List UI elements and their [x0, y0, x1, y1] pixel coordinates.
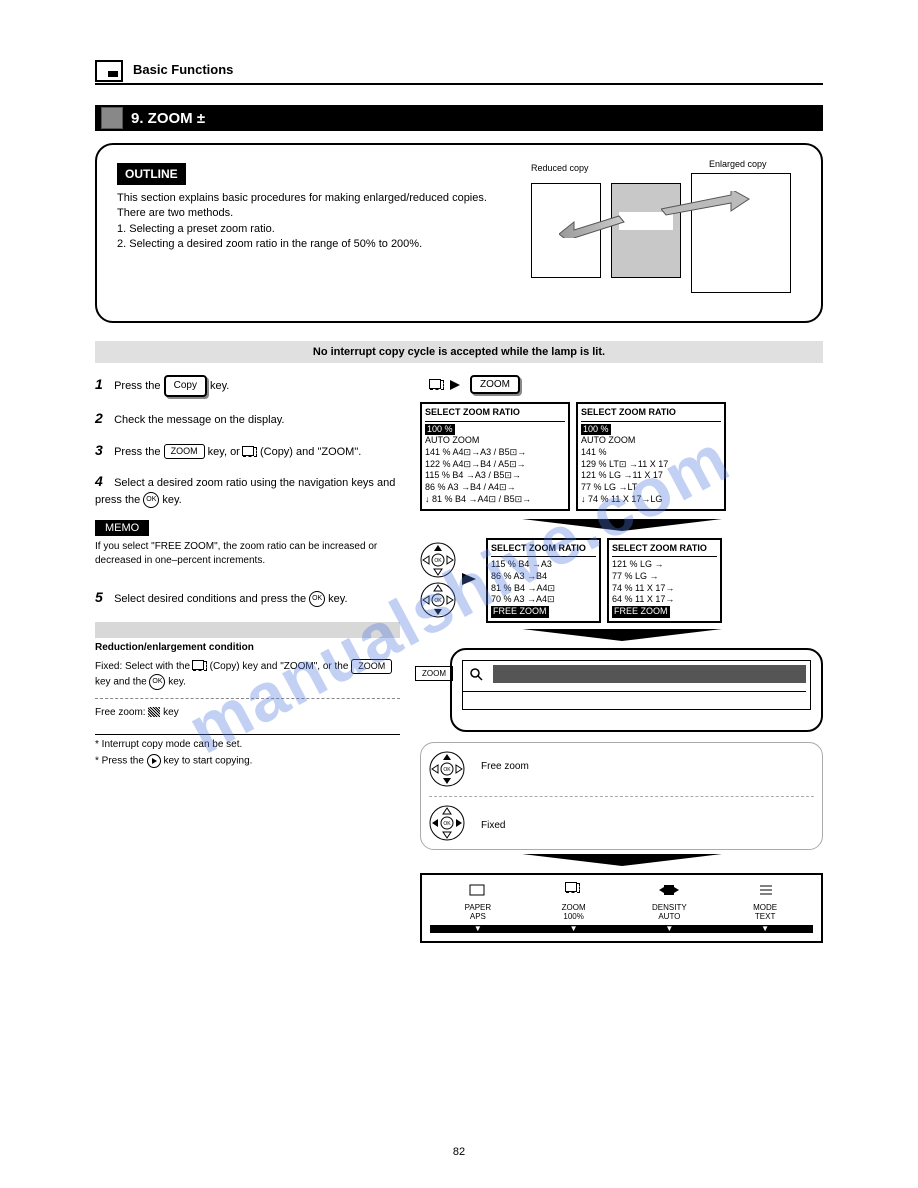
- zoom-key: ZOOM: [351, 659, 392, 674]
- target-icon: [148, 707, 160, 717]
- condition-title: Reduction/enlargement condition: [95, 642, 400, 653]
- outline-label: OUTLINE: [117, 163, 186, 185]
- memo-block: MEMO If you select "FREE ZOOM", the zoom…: [95, 520, 400, 568]
- dpad-icon: OK: [429, 805, 465, 841]
- zoom-icon: [566, 883, 580, 893]
- zoom-label: ZOOM100%: [526, 903, 622, 921]
- screen-icon: [95, 60, 123, 82]
- copy-icon: [193, 661, 207, 671]
- interrupt-banner: No interrupt copy cycle is accepted whil…: [95, 341, 823, 363]
- ok-icon: OK: [143, 492, 159, 508]
- step-4: 4 Select a desired zoom ratio using the …: [95, 472, 400, 508]
- down-arrow-icon: [420, 854, 823, 869]
- dashed-divider: [95, 698, 400, 699]
- copy-icon: [243, 447, 257, 457]
- divider: [95, 83, 823, 85]
- section-title: 9. ZOOM ±: [131, 110, 205, 127]
- right-arrow-icon: [450, 378, 464, 392]
- density-label: DENSITYAUTO: [622, 903, 718, 921]
- outline-box: OUTLINE This section explains basic proc…: [95, 143, 823, 323]
- section-header: 9. ZOOM ±: [95, 105, 823, 131]
- chapter-title: Basic Functions: [133, 62, 823, 77]
- mode-icon: [758, 883, 774, 897]
- paper-label: PAPERAPS: [430, 903, 526, 921]
- ok-icon: OK: [149, 674, 165, 690]
- enlarged-caption: Enlarged copy: [709, 159, 767, 169]
- lcd-screen: SELECT ZOOM RATIO 121 % LG → 77 % LG → 7…: [607, 538, 722, 623]
- zoom-key: ZOOM: [164, 444, 205, 459]
- fixed-label: Fixed: [481, 820, 505, 831]
- condition-free: Free zoom: key: [95, 707, 400, 718]
- screens-column: ZOOM SELECT ZOOM RATIO 100 % AUTO ZOOM 1…: [420, 375, 823, 943]
- ok-icon: OK: [309, 591, 325, 607]
- footnote-2: * Press the key to start copying.: [95, 754, 400, 768]
- control-panel: ZOOM: [450, 648, 823, 732]
- lcd-pair-1: SELECT ZOOM RATIO 100 % AUTO ZOOM 141 % …: [420, 402, 823, 511]
- step-5: 5 Select desired conditions and press th…: [95, 588, 400, 608]
- copy-icon: [430, 380, 444, 390]
- lcd-screen: SELECT ZOOM RATIO 100 % AUTO ZOOM 141 % …: [420, 402, 570, 511]
- step-1: 1 Press the Copy key.: [95, 375, 400, 397]
- svg-text:OK: OK: [434, 598, 442, 604]
- svg-text:OK: OK: [443, 767, 451, 773]
- zoom-diagram: Reduced copy Enlarged copy: [531, 163, 801, 303]
- panel-screen: [462, 660, 811, 710]
- dpad-selector: OK Free zoom OK Fixed: [420, 742, 823, 850]
- free-zoom-label: Free zoom: [481, 761, 529, 772]
- right-arrow-icon: [462, 570, 480, 591]
- page-number: 82: [453, 1146, 465, 1158]
- footnote-1: * Interrupt copy mode can be set.: [95, 734, 400, 750]
- zoom-key: ZOOM: [470, 375, 520, 394]
- control-panel-wrap: ZOOM: [450, 648, 823, 732]
- mode-label: MODETEXT: [717, 903, 813, 921]
- condition-fixed: Fixed: Select with the (Copy) key and "Z…: [95, 659, 400, 690]
- dpad-icon: OK: [420, 542, 456, 578]
- down-arrow-icon: [420, 519, 823, 534]
- dpad-icon: OK: [429, 751, 465, 787]
- start-key-icon: [147, 754, 161, 768]
- bottom-lcd: PAPERAPS ZOOM100% DENSITYAUTO MODETEXT ▼…: [420, 873, 823, 943]
- down-arrow-icon: [420, 629, 823, 644]
- paper-icon: [469, 883, 487, 897]
- svg-text:OK: OK: [434, 558, 442, 564]
- svg-text:OK: OK: [443, 821, 451, 827]
- section-number-box: [101, 107, 123, 129]
- arrow-row: ▼▼▼▼: [430, 925, 813, 933]
- dpad-icon: OK: [420, 582, 456, 618]
- zoom-key: ZOOM: [415, 666, 453, 681]
- step-3: 3 Press the ZOOM key, or (Copy) and "ZOO…: [95, 441, 400, 461]
- step-2: 2 Check the message on the display.: [95, 409, 400, 429]
- grey-band: [95, 622, 400, 638]
- nav-row-1: OK OK SELECT ZOOM RATIO 115 % B4 →A3 86 …: [420, 538, 823, 623]
- lcd-screen: SELECT ZOOM RATIO 115 % B4 →A3 86 % A3 →…: [486, 538, 601, 623]
- copy-key: Copy: [164, 375, 207, 397]
- memo-label: MEMO: [95, 520, 149, 536]
- magnifier-icon: [469, 667, 483, 681]
- memo-text: If you select "FREE ZOOM", the zoom rati…: [95, 540, 400, 568]
- density-icon: [659, 883, 679, 897]
- lcd-screen: SELECT ZOOM RATIO 100 % AUTO ZOOM 141 % …: [576, 402, 726, 511]
- reduced-caption: Reduced copy: [531, 163, 589, 173]
- arrow-left-icon: [559, 208, 629, 238]
- outline-text: This section explains basic procedures f…: [117, 191, 511, 253]
- arrow-right-icon: [661, 191, 751, 221]
- manual-page: Basic Functions 9. ZOOM ± OUTLINE This s…: [0, 0, 918, 983]
- top-key-row: ZOOM: [430, 375, 823, 394]
- steps-column: 1 Press the Copy key. 2 Check the messag…: [95, 375, 400, 943]
